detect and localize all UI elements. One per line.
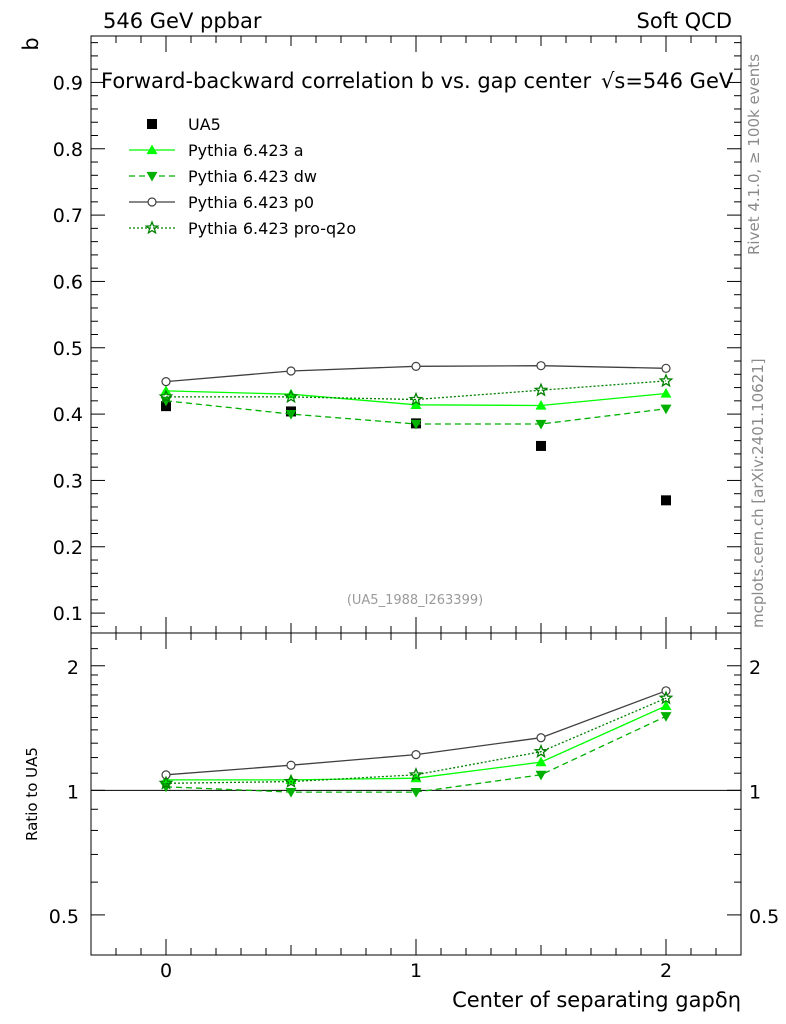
legend-item-dw: Pythia 6.423 dw [129,167,317,186]
data-point [658,690,674,705]
header-left: 546 GeV ppbar [103,9,262,33]
data-point [410,788,422,798]
ratio-tick-label: 0.5 [49,906,79,928]
y-tick-label: 0.5 [53,338,83,360]
y-tick-label: 0.6 [53,271,83,293]
data-point [535,756,547,767]
data-point [658,373,674,388]
data-point [660,404,672,415]
ratio-tick-label: 1 [67,781,79,803]
data-point [146,144,158,155]
data-point [660,388,672,398]
data-point [535,399,547,410]
ratio-tick-label: 0.5 [749,906,779,928]
data-point [660,712,672,722]
data-point [660,700,672,710]
series-ratio-a [160,700,672,784]
series-main-a [160,385,672,410]
data-point [410,419,422,430]
series-ratio-p0 [161,686,671,780]
legend: UA5 Pythia 6.423 a Pythia 6.423 dw Pythia 6… [129,115,356,238]
data-point [286,366,296,376]
data-point [408,767,424,782]
data-point [535,419,547,430]
series-layer [158,361,674,798]
data-point [285,388,297,399]
main-y-axis: 0.1 0.2 0.3 0.4 0.5 0.6 0.7 0.8 0.9 [53,42,741,627]
y-tick-label: 0.1 [53,603,83,625]
header-right: Soft QCD [637,9,732,33]
series-line [166,380,667,401]
data-point [158,389,174,404]
series-ratio-pro_q2o [158,690,674,790]
data-point [533,382,549,397]
data-point [533,743,549,758]
data-point [410,399,422,409]
x-tick-label: 0 [160,960,172,982]
x-axis: 0 1 2 [115,36,717,982]
y-tick-label: 0.2 [53,537,83,559]
y-tick-label: 0.3 [53,470,83,492]
ratio-line [165,690,667,776]
y-tick-label: 0.4 [53,404,83,426]
data-point [147,119,157,129]
legend-label: Pythia 6.423 pro-q2o [188,219,356,238]
ratio-tick-label: 1 [749,781,761,803]
data-point [408,391,424,406]
y-axis-label: b [19,37,43,50]
data-point [661,495,671,506]
data-point [661,363,671,373]
analysis-id: (UA5_1988_I263399) [347,593,483,608]
series-main-p0 [161,361,671,387]
y-tick-label: 0.8 [53,139,83,161]
legend-label: UA5 [188,115,221,134]
data-point [146,171,158,182]
mcplots-label: mcplots.cern.ch [arXiv:2401.10621] [749,358,767,628]
data-point [285,788,297,798]
series-pro_q2o [158,373,674,790]
data-point [283,389,299,404]
legend-label: Pythia 6.423 p0 [188,193,314,212]
legend-item-pro_q2o: Pythia 6.423 pro-q2o [129,219,356,238]
series-main-data [161,401,671,506]
data-point [536,733,546,743]
data-point [158,775,174,790]
energy-label: √s=546 GeV [601,69,734,93]
series-a [160,385,672,784]
series-main-pro_q2o [158,373,674,406]
data-point [536,440,546,451]
rivet-label: Rivet 4.1.0, ≥ 100k events [745,54,763,255]
data-point [285,409,297,420]
data-point [147,197,157,207]
data-point [283,773,299,788]
chart-title: Forward-backward correlation b vs. gap c… [101,69,591,93]
legend-item-data: UA5 [147,115,221,134]
ratio-tick-label: 2 [749,657,761,679]
legend-item-p0: Pythia 6.423 p0 [129,193,314,212]
data-point [411,361,421,371]
legend-label: Pythia 6.423 a [188,141,304,160]
data-point [411,749,421,760]
y-tick-label: 0.9 [53,72,83,94]
x-axis-label: Center of separating gapδη [452,988,741,1012]
data-point [161,376,171,387]
series-p0 [161,361,671,780]
data-point [535,770,547,781]
legend-label: Pythia 6.423 dw [188,167,317,186]
data-point [144,220,160,235]
data-point [286,760,296,770]
ratio-y-axis: 0.5 0.5 1 1 2 2 [49,648,779,956]
x-tick-label: 1 [410,960,422,982]
x-tick-label: 2 [660,960,672,982]
ratio-axis-label: Ratio to UA5 [23,747,41,841]
legend-item-a: Pythia 6.423 a [129,141,304,160]
series-data [161,401,671,506]
y-tick-label: 0.7 [53,205,83,227]
data-point [536,361,546,371]
ratio-tick-label: 2 [67,657,79,679]
